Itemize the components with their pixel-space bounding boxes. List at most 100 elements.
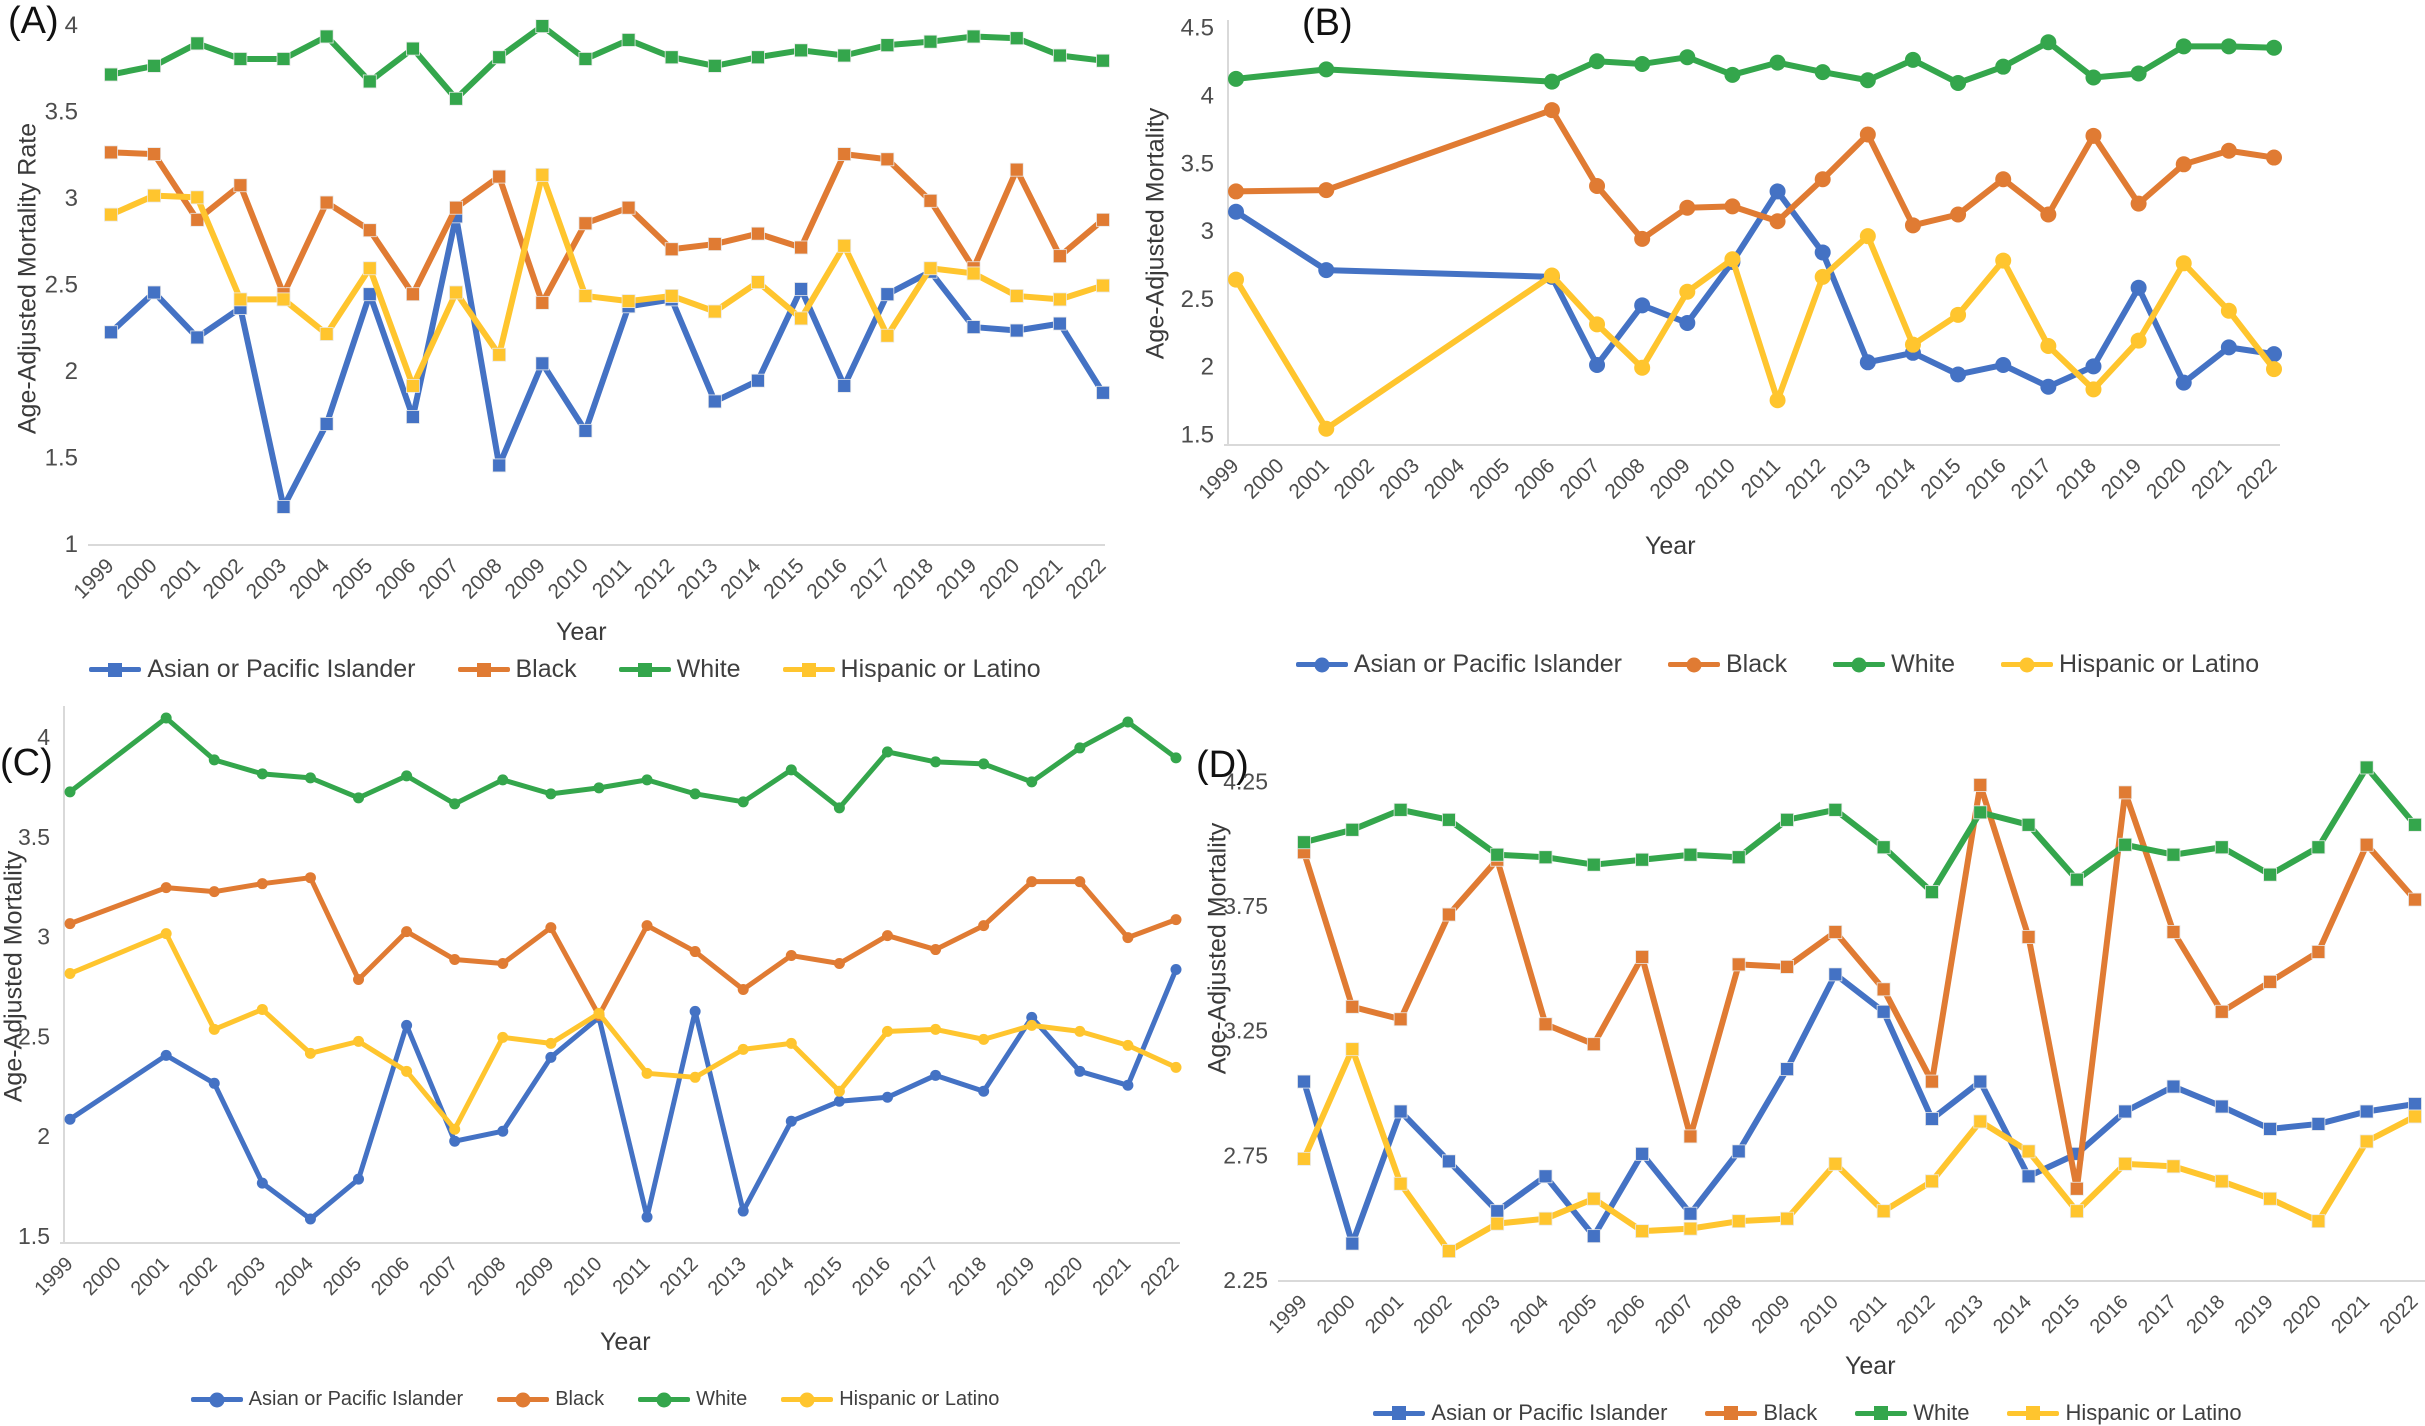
legend-label-hispanic_or_latino: Hispanic or Latino — [840, 655, 1041, 683]
data-point-B-white-2015 — [1950, 74, 1967, 91]
data-point-C-hispanic_or_latino-2004 — [304, 1047, 316, 1059]
data-point-C-black-2020 — [1074, 876, 1086, 888]
data-point-A-hispanic_or_latino-2018 — [923, 261, 938, 276]
data-point-A-black-2006 — [406, 287, 420, 302]
data-point-C-hispanic_or_latino-2022 — [1170, 1061, 1182, 1073]
legend-marker-square-black — [1724, 1406, 1739, 1420]
legend-label-black: Black — [555, 1388, 605, 1410]
data-point-A-hispanic_or_latino-2000 — [147, 188, 162, 203]
data-point-A-asian_or_pacific_islander-2006 — [406, 410, 420, 424]
data-point-C-white-2018 — [978, 758, 990, 770]
data-point-C-black-2017 — [930, 944, 942, 956]
data-point-A-white-2008 — [492, 50, 507, 65]
x-tick-C-2017: 2017 — [896, 1253, 943, 1300]
x-tick-B-2021: 2021 — [2187, 454, 2236, 503]
data-point-C-hispanic_or_latino-2002 — [208, 1023, 220, 1035]
x-tick-C-2010: 2010 — [559, 1253, 606, 1300]
data-point-B-hispanic_or_latino-2020 — [2175, 255, 2192, 272]
data-point-D-black-2004 — [1538, 1017, 1553, 1032]
data-point-C-white-2007 — [449, 798, 461, 810]
data-point-B-white-2020 — [2175, 38, 2192, 55]
data-point-C-asian_or_pacific_islander-2005 — [353, 1173, 365, 1185]
data-point-C-hispanic_or_latino-2010 — [593, 1007, 605, 1019]
data-point-C-white-2017 — [930, 756, 942, 768]
y-tick-C-3.5: 3.5 — [18, 824, 50, 850]
data-point-A-asian_or_pacific_islander-2015 — [794, 282, 808, 296]
data-point-D-black-2008 — [1731, 957, 1746, 972]
data-point-C-white-2002 — [208, 754, 220, 766]
legend-label-white: White — [696, 1388, 748, 1410]
data-point-C-black-2013 — [737, 983, 749, 995]
data-point-D-white-2014 — [2021, 817, 2036, 832]
data-point-D-asian_or_pacific_islander-2012 — [1925, 1112, 1939, 1126]
data-point-C-black-2008 — [497, 958, 509, 970]
data-point-C-black-2003 — [256, 878, 268, 890]
legend-marker-square-hispanic_or_latino — [2026, 1406, 2041, 1420]
legend-label-hispanic_or_latino: Hispanic or Latino — [839, 1388, 1000, 1410]
legend-label-asian_or_pacific_islander: Asian or Pacific Islander — [1431, 1400, 1668, 1425]
data-point-D-black-2001 — [1393, 1012, 1408, 1027]
data-point-C-white-2020 — [1074, 742, 1086, 754]
data-point-B-black-2007 — [1589, 178, 1606, 195]
data-point-A-black-2018 — [923, 193, 938, 208]
data-point-A-black-2021 — [1052, 249, 1067, 264]
x-tick-B-2004: 2004 — [1420, 454, 1470, 504]
data-point-A-hispanic_or_latino-2007 — [449, 285, 463, 300]
x-tick-C-2022: 2022 — [1137, 1253, 1184, 1300]
data-point-C-hispanic_or_latino-1999 — [64, 968, 76, 980]
legend-item-B-asian_or_pacific_islander: Asian or Pacific Islander — [1295, 650, 1622, 679]
data-point-B-black-2021 — [2220, 142, 2237, 159]
data-point-D-white-2001 — [1393, 802, 1408, 817]
x-tick-B-2003: 2003 — [1375, 454, 1424, 503]
data-point-B-white-2007 — [1589, 53, 1606, 70]
data-point-B-white-2011 — [1769, 54, 1786, 71]
data-point-A-white-2013 — [707, 58, 722, 73]
data-point-D-asian_or_pacific_islander-2021 — [2359, 1104, 2374, 1119]
data-point-B-white-2017 — [2040, 34, 2057, 51]
series-line-A-hispanic_or_latino — [108, 171, 1106, 389]
x-tick-D-2015: 2015 — [2037, 1291, 2084, 1338]
x-tick-A-2011: 2011 — [588, 554, 636, 602]
data-point-B-asian_or_pacific_islander-2022 — [2266, 346, 2282, 363]
legend-label-hispanic_or_latino: Hispanic or Latino — [2059, 650, 2260, 678]
legend-label-white: White — [676, 655, 741, 683]
data-point-A-hispanic_or_latino-2021 — [1052, 292, 1067, 307]
data-point-C-black-2002 — [208, 886, 220, 898]
data-point-C-asian_or_pacific_islander-2019 — [1026, 1011, 1038, 1023]
x-tick-C-2006: 2006 — [367, 1253, 414, 1300]
data-point-A-white-2004 — [319, 29, 334, 44]
x-tick-B-1999: 1999 — [1194, 454, 1243, 503]
data-point-A-white-2001 — [190, 36, 205, 51]
data-point-D-asian_or_pacific_islander-2020 — [2311, 1117, 2326, 1131]
data-point-C-hispanic_or_latino-2008 — [497, 1031, 509, 1043]
data-point-B-asian_or_pacific_islander-2018 — [2085, 358, 2102, 375]
x-tick-D-2020: 2020 — [2279, 1291, 2326, 1338]
data-point-A-white-2010 — [578, 52, 593, 66]
y-tick-B-4: 4 — [1201, 83, 1214, 110]
data-point-B-white-2009 — [1679, 49, 1696, 66]
data-point-D-black-2020 — [2311, 945, 2326, 959]
data-point-C-hispanic_or_latino-2018 — [978, 1033, 990, 1045]
x-tick-C-2019: 2019 — [992, 1253, 1039, 1300]
data-point-B-asian_or_pacific_islander-2009 — [1679, 314, 1696, 331]
data-point-D-white-2013 — [1973, 805, 1988, 820]
x-tick-C-2008: 2008 — [463, 1253, 510, 1300]
legend-item-A-black: Black — [457, 655, 577, 684]
y-tick-B-4.5: 4.5 — [1181, 15, 1214, 42]
data-point-D-white-2012 — [1925, 885, 1939, 900]
data-point-C-asian_or_pacific_islander-2014 — [785, 1115, 797, 1127]
data-point-B-white-2010 — [1724, 66, 1741, 83]
data-point-A-hispanic_or_latino-1999 — [104, 207, 118, 222]
data-point-B-hispanic_or_latino-2010 — [1724, 251, 1741, 268]
x-tick-A-2010: 2010 — [544, 554, 593, 603]
data-point-C-white-2005 — [353, 792, 365, 804]
x-tick-D-2003: 2003 — [1458, 1291, 1505, 1338]
data-point-C-hispanic_or_latino-2017 — [930, 1023, 942, 1035]
data-point-B-asian_or_pacific_islander-2020 — [2175, 374, 2192, 391]
data-point-B-black-2009 — [1679, 199, 1696, 216]
data-point-A-black-2002 — [233, 178, 248, 193]
legend-label-asian_or_pacific_islander: Asian or Pacific Islander — [1353, 650, 1622, 678]
x-tick-D-2013: 2013 — [1941, 1291, 1988, 1338]
data-point-B-hispanic_or_latino-1999 — [1228, 271, 1244, 288]
data-point-C-black-2009 — [545, 922, 557, 934]
